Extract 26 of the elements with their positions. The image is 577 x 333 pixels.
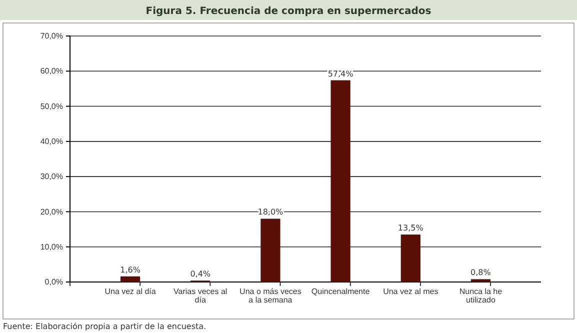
data-label: 0,4% [190, 270, 211, 279]
y-tick-label: 60,0% [40, 66, 63, 76]
x-tick-label: Una o más veces a la semana [240, 286, 302, 305]
y-tick-label: 50,0% [40, 102, 63, 111]
y-tick-label: 10,0% [40, 242, 63, 252]
y-tick-label: 70,0% [40, 32, 63, 41]
x-tick-label: Nunca la he utilizado [459, 286, 503, 305]
data-label: 13,5% [398, 224, 424, 233]
bar [330, 80, 350, 282]
y-tick-label: 20,0% [40, 207, 63, 216]
y-tick-label: 40,0% [40, 136, 63, 146]
bar [400, 234, 420, 282]
source-note: Fuente: Elaboración propia a partir de la encuesta. [3, 322, 206, 331]
data-label: 0,8% [470, 268, 492, 278]
data-label: 1,6% [120, 265, 141, 274]
data-label: 57,4% [328, 69, 354, 78]
x-tick-label: Varias veces al día [174, 286, 228, 305]
x-tick-label: Una vez al mes [383, 286, 438, 296]
y-tick-label: 0,0% [44, 278, 63, 287]
x-tick-label: Una vez al día [104, 286, 156, 296]
x-tick-label: Quincenalmente [311, 286, 370, 296]
bar [260, 218, 280, 282]
bar [120, 276, 140, 282]
y-tick-label: 30,0% [40, 172, 63, 182]
chart-title: Figura 5. Frecuencia de compra en supermercados [146, 6, 432, 17]
bar [470, 279, 491, 282]
